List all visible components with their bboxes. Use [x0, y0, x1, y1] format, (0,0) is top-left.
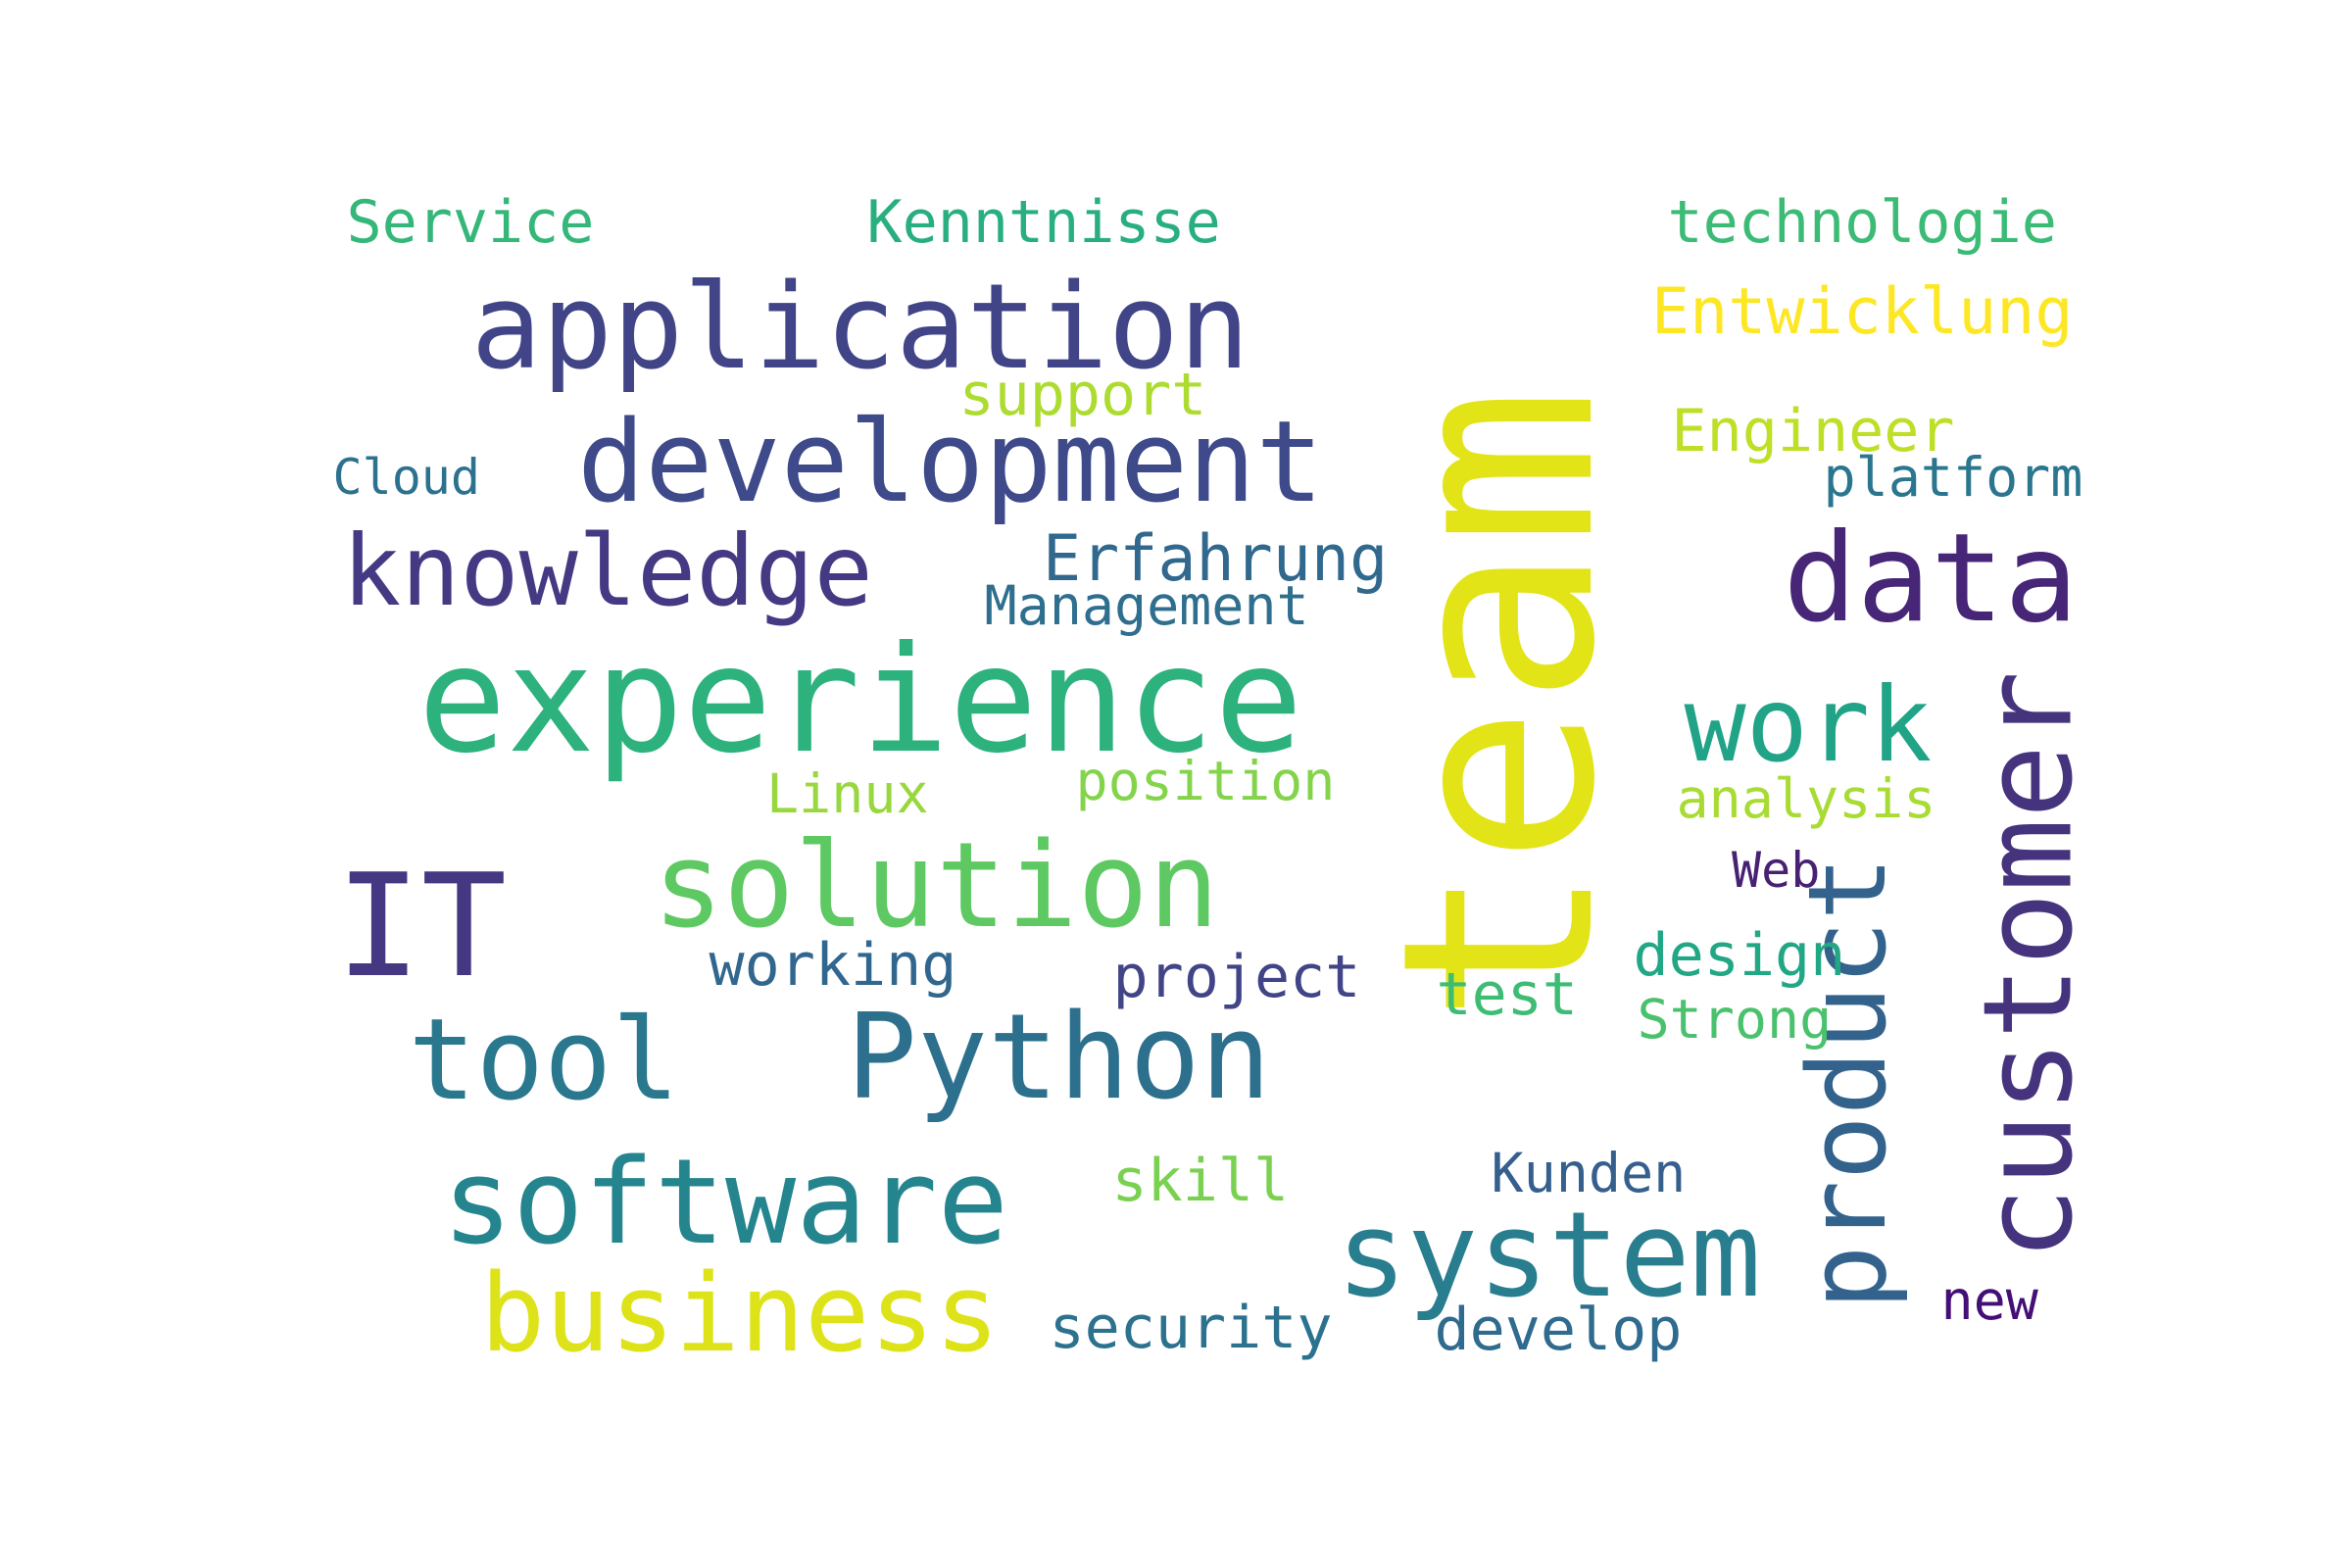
word-team: team: [1345, 386, 1654, 1025]
word-analysis: analysis: [1676, 766, 1936, 830]
word-business: business: [480, 1250, 1000, 1376]
word-web: Web: [1732, 842, 1821, 899]
word-development: development: [577, 396, 1324, 528]
word-knowledge: knowledge: [342, 514, 873, 628]
word-position: position: [1075, 749, 1336, 812]
word-working: working: [709, 931, 957, 1000]
word-strong: Strong: [1637, 987, 1833, 1051]
word-entwicklung: Entwicklung: [1651, 274, 2074, 349]
word-service: Service: [346, 188, 595, 257]
word-data: data: [1783, 507, 2079, 650]
word-software: software: [442, 1135, 1008, 1271]
word-solution: solution: [653, 818, 1219, 955]
word-erfahrung: Erfahrung: [1043, 521, 1389, 596]
word-platform: platform: [1823, 445, 2083, 509]
word-experience: experience: [417, 615, 1303, 786]
word-python: Python: [846, 990, 1271, 1126]
word-it: IT: [335, 843, 508, 1009]
word-cloud: Cloud: [332, 449, 481, 506]
word-engineer: Engineer: [1671, 397, 1955, 466]
word-management: Management: [984, 573, 1309, 637]
word-test: test: [1436, 960, 1579, 1029]
word-skill: skill: [1111, 1147, 1290, 1215]
word-tool: tool: [408, 994, 680, 1126]
word-application: application: [470, 260, 1250, 396]
word-support: support: [958, 361, 1207, 429]
word-customer: customer: [1957, 669, 2100, 1261]
word-project: project: [1112, 943, 1361, 1011]
word-design: design: [1633, 921, 1846, 990]
word-linux: Linux: [766, 761, 929, 825]
word-develop: develop: [1434, 1296, 1683, 1364]
word-new: new: [1940, 1268, 2038, 1332]
word-kenntnisse: Kenntnisse: [866, 188, 1221, 257]
word-system: system: [1336, 1188, 1761, 1324]
word-security: security: [1049, 1294, 1333, 1362]
word-work: work: [1684, 664, 1933, 785]
word-kunden: Kunden: [1491, 1141, 1687, 1204]
word-technologie: technologie: [1667, 188, 2057, 257]
